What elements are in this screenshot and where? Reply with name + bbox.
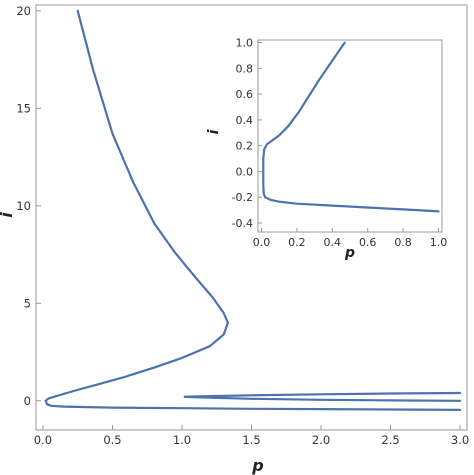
inset-y-tick-label: 0.4: [236, 114, 254, 127]
main-curve-segment-2: [44, 399, 462, 411]
inset-y-tick-label: -0.4: [232, 217, 253, 230]
main-curve-segment-3: [183, 391, 462, 398]
main-y-tick-label: 15: [16, 101, 31, 115]
main-y-axis-label: i: [0, 212, 16, 218]
main-y-tick-label: 5: [24, 296, 31, 310]
main-chart: 0.0 0.5 1.0 1.5 2.0 2.5 3.0 0 5 10 15 20 p i: [0, 4, 469, 475]
main-y-tick-label: 0: [24, 394, 31, 408]
main-x-tick-label: 0.5: [103, 433, 121, 447]
main-x-tick-label: 0.0: [34, 433, 52, 447]
main-y-tick-label: 20: [16, 4, 31, 18]
inset-x-tick-label: 0.8: [394, 236, 412, 249]
inset-curve-segment-1: [262, 41, 440, 213]
main-series: [44, 9, 462, 411]
inset-series: [262, 41, 440, 213]
inset-x-axis-label: p: [344, 245, 355, 261]
inset-x-tick-label: 1.0: [430, 236, 448, 249]
inset-y-tick-label: -0.2: [232, 191, 253, 204]
main-x-tick-label: 2.5: [381, 433, 399, 447]
inset-plot-frame: [257, 39, 443, 233]
inset-y-tick-label: 0.6: [236, 88, 254, 101]
main-x-tick-label: 1.5: [242, 433, 260, 447]
inset-y-tick-label: 1.0: [236, 37, 254, 50]
main-curve-segment-4: [183, 395, 462, 402]
main-y-tick-label: 10: [16, 199, 31, 213]
inset-y-tick-label: 0.8: [236, 62, 254, 75]
main-x-tick-label: 2.0: [312, 433, 330, 447]
inset-x-tick-label: 0.2: [288, 236, 306, 249]
inset-chart: 0.0 0.2 0.4 0.6 0.8 1.0 -0.4-0.20.00.20.40.60…: [206, 30, 455, 268]
inset-y-axis-label: i: [206, 129, 222, 134]
main-x-axis-label: p: [251, 456, 263, 475]
main-curve-segment-1: [44, 9, 229, 402]
inset-y-ticks: -0.4 -0.2 0.0 0.2 0.4 0.6 0.8 1.0: [232, 37, 262, 230]
inset-y-tick-label: 0.2: [236, 140, 254, 153]
inset-y-tick-label: 0.0: [236, 165, 254, 178]
inset-x-tick-label: 0.0: [253, 236, 271, 249]
main-x-ticks: 0.0 0.5 1.0 1.5 2.0 2.5 3.0: [34, 425, 469, 447]
main-x-tick-label: 1.0: [173, 433, 191, 447]
inset-x-ticks: 0.0 0.2 0.4 0.6 0.8 1.0: [253, 228, 447, 249]
inset-x-tick-label: 0.4: [324, 236, 342, 249]
main-y-ticks: 0 5 10 15 20: [16, 4, 41, 408]
main-x-tick-label: 3.0: [451, 433, 469, 447]
inset-x-tick-label: 0.6: [359, 236, 377, 249]
